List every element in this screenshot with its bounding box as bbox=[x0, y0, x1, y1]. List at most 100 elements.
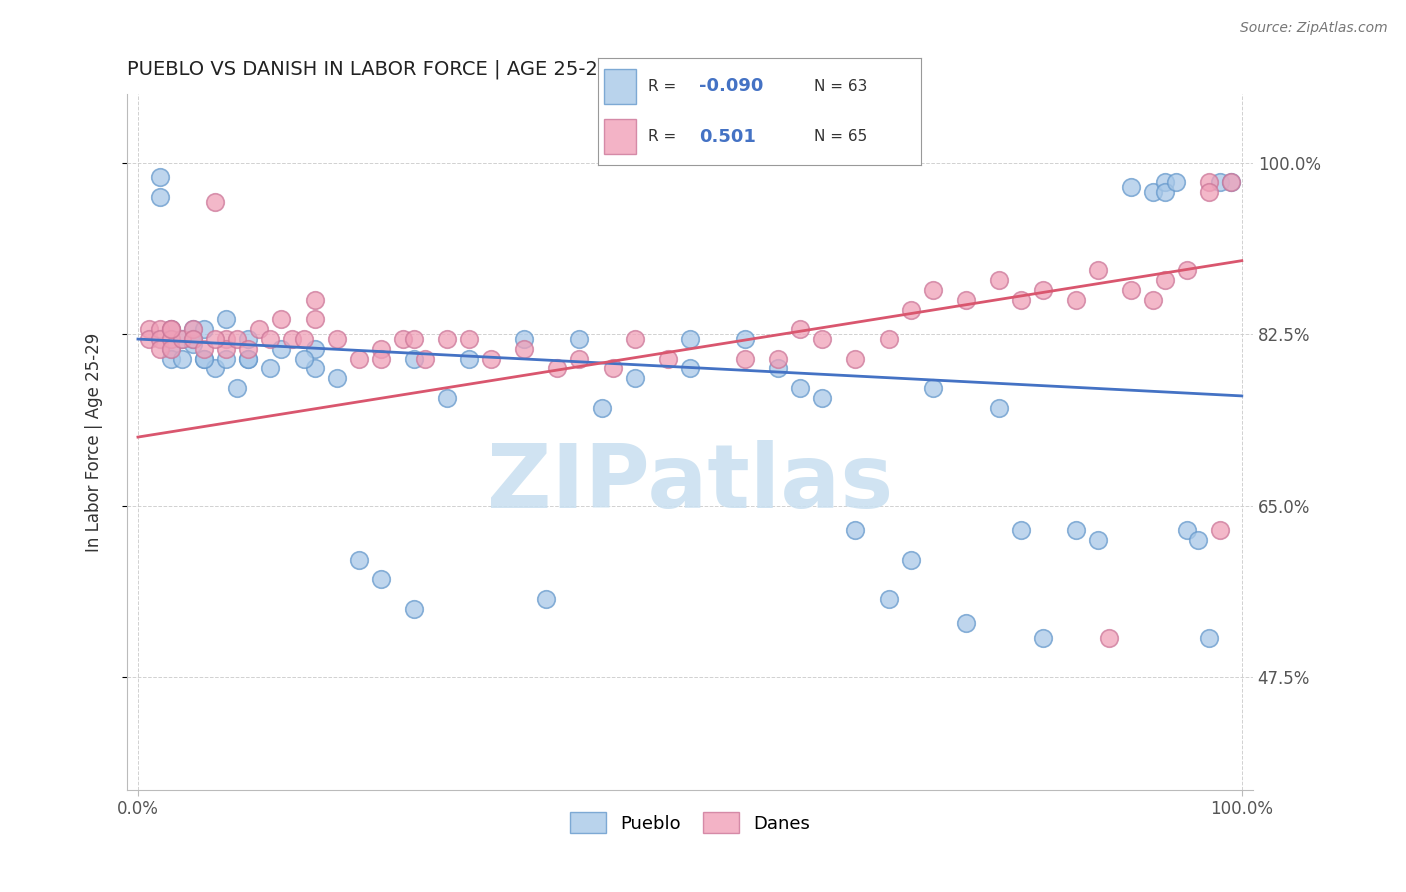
Point bbox=[172, 332, 194, 346]
Point bbox=[193, 342, 215, 356]
Point bbox=[591, 401, 613, 415]
Point bbox=[259, 332, 281, 346]
Point bbox=[1064, 523, 1087, 537]
Point bbox=[160, 322, 183, 336]
Text: PUEBLO VS DANISH IN LABOR FORCE | AGE 25-29 CORRELATION CHART: PUEBLO VS DANISH IN LABOR FORCE | AGE 25… bbox=[127, 60, 827, 79]
Point bbox=[877, 332, 900, 346]
Point bbox=[138, 332, 160, 346]
Text: R =: R = bbox=[648, 129, 676, 145]
Point bbox=[734, 332, 756, 346]
Point bbox=[215, 351, 238, 366]
Point bbox=[1175, 523, 1198, 537]
Point bbox=[325, 332, 347, 346]
Text: N = 63: N = 63 bbox=[814, 78, 868, 94]
Point bbox=[844, 523, 866, 537]
Point bbox=[325, 371, 347, 385]
Point bbox=[877, 591, 900, 606]
Point bbox=[789, 381, 811, 395]
Point bbox=[1198, 185, 1220, 199]
Point bbox=[568, 332, 591, 346]
Point bbox=[204, 194, 226, 209]
Point bbox=[1087, 533, 1109, 547]
Point bbox=[1153, 185, 1175, 199]
Point bbox=[1209, 523, 1232, 537]
Point bbox=[160, 322, 183, 336]
Text: Source: ZipAtlas.com: Source: ZipAtlas.com bbox=[1240, 21, 1388, 35]
Point bbox=[766, 361, 789, 376]
Point bbox=[1121, 283, 1143, 297]
Point bbox=[259, 361, 281, 376]
Point bbox=[955, 293, 977, 307]
Point bbox=[766, 351, 789, 366]
Point bbox=[193, 351, 215, 366]
Point bbox=[1198, 175, 1220, 189]
Point bbox=[734, 351, 756, 366]
Point bbox=[987, 401, 1010, 415]
Point bbox=[458, 332, 481, 346]
Point bbox=[149, 342, 172, 356]
Point bbox=[160, 322, 183, 336]
Point bbox=[160, 351, 183, 366]
Point bbox=[546, 361, 568, 376]
Point bbox=[921, 381, 943, 395]
Point bbox=[181, 332, 204, 346]
Point bbox=[1032, 631, 1054, 645]
Bar bbox=[605, 69, 637, 104]
Point bbox=[304, 342, 326, 356]
Point bbox=[238, 332, 260, 346]
Point bbox=[138, 322, 160, 336]
Point bbox=[370, 572, 392, 586]
Point bbox=[149, 170, 172, 185]
Point bbox=[900, 552, 922, 566]
Point bbox=[921, 283, 943, 297]
Point bbox=[602, 361, 624, 376]
Point bbox=[1098, 631, 1121, 645]
Point bbox=[513, 342, 536, 356]
Point bbox=[623, 371, 645, 385]
Point bbox=[181, 322, 204, 336]
Point bbox=[238, 351, 260, 366]
Point bbox=[513, 332, 536, 346]
Point bbox=[1153, 175, 1175, 189]
Legend: Pueblo, Danes: Pueblo, Danes bbox=[569, 813, 810, 833]
Point bbox=[370, 342, 392, 356]
Bar bbox=[605, 119, 637, 154]
Point bbox=[479, 351, 502, 366]
Text: N = 65: N = 65 bbox=[814, 129, 868, 145]
Point bbox=[623, 332, 645, 346]
Point bbox=[238, 351, 260, 366]
Point bbox=[181, 322, 204, 336]
Point bbox=[536, 591, 558, 606]
Point bbox=[392, 332, 415, 346]
Point bbox=[204, 332, 226, 346]
Point bbox=[172, 332, 194, 346]
Point bbox=[149, 190, 172, 204]
Point bbox=[1064, 293, 1087, 307]
Point bbox=[193, 351, 215, 366]
Point bbox=[679, 332, 702, 346]
Point bbox=[215, 332, 238, 346]
Point bbox=[370, 351, 392, 366]
Point bbox=[281, 332, 304, 346]
Point bbox=[811, 391, 834, 405]
Point bbox=[1142, 293, 1164, 307]
Point bbox=[292, 332, 315, 346]
Text: 0.501: 0.501 bbox=[699, 128, 756, 145]
Point bbox=[149, 322, 172, 336]
Point bbox=[204, 361, 226, 376]
Point bbox=[1087, 263, 1109, 277]
Point bbox=[149, 332, 172, 346]
Point bbox=[181, 332, 204, 346]
Point bbox=[160, 342, 183, 356]
Point bbox=[238, 342, 260, 356]
Point bbox=[226, 332, 249, 346]
Point bbox=[1219, 175, 1241, 189]
Point bbox=[402, 601, 425, 615]
Y-axis label: In Labor Force | Age 25-29: In Labor Force | Age 25-29 bbox=[86, 333, 103, 551]
Point bbox=[270, 312, 292, 326]
Point bbox=[844, 351, 866, 366]
Point bbox=[304, 293, 326, 307]
Point bbox=[292, 351, 315, 366]
Point bbox=[811, 332, 834, 346]
Point bbox=[402, 351, 425, 366]
